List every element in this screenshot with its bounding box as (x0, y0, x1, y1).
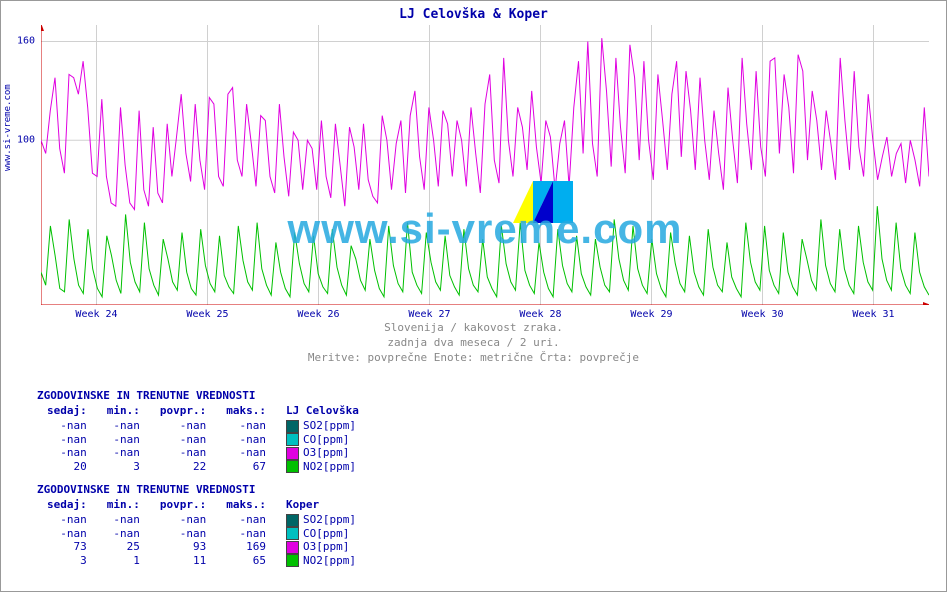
cell-min: -nan (97, 433, 150, 447)
cell-povpr: -nan (150, 446, 216, 460)
y-tick-label: 160 (17, 36, 35, 47)
cell-povpr: 22 (150, 460, 216, 474)
table-row: -nan-nan-nan-nanSO2[ppm] (37, 419, 369, 433)
stats-tables: ZGODOVINSKE IN TRENUTNE VREDNOSTIsedaj:m… (37, 379, 369, 567)
cell-povpr: -nan (150, 419, 216, 433)
col-header: maks.: (216, 498, 276, 513)
cell-povpr: -nan (150, 527, 216, 541)
chart-area: 100160 Week 24Week 25Week 26Week 27Week … (41, 25, 929, 305)
y-axis-outer-label: www.si-vreme.com (3, 84, 13, 171)
col-header: sedaj: (37, 498, 97, 513)
cell-label: CO[ppm] (276, 527, 366, 541)
x-tick-label: Week 29 (630, 309, 672, 320)
cell-label: O3[ppm] (276, 540, 366, 554)
cell-label: O3[ppm] (276, 446, 369, 460)
table-title: ZGODOVINSKE IN TRENUTNE VREDNOSTI (37, 389, 369, 402)
location-header: Koper (276, 498, 366, 513)
cell-min: 3 (97, 460, 150, 474)
cell-sedaj: -nan (37, 446, 97, 460)
cell-maks: -nan (216, 419, 276, 433)
caption-line2: zadnja dva meseca / 2 uri. (387, 336, 559, 349)
table-row: 2032267NO2[ppm] (37, 460, 369, 474)
cell-povpr: 93 (150, 540, 216, 554)
col-header: min.: (97, 404, 150, 419)
x-tick-label: Week 24 (75, 309, 117, 320)
table-row: -nan-nan-nan-nanSO2[ppm] (37, 513, 366, 527)
cell-min: 1 (97, 554, 150, 568)
table-row: -nan-nan-nan-nanO3[ppm] (37, 446, 369, 460)
chart-caption: Slovenija / kakovost zraka. zadnja dva m… (1, 321, 946, 366)
cell-maks: -nan (216, 527, 276, 541)
x-tick-label: Week 25 (186, 309, 228, 320)
table-row: 732593169O3[ppm] (37, 540, 366, 554)
cell-min: 25 (97, 540, 150, 554)
x-tick-label: Week 27 (408, 309, 450, 320)
col-header: min.: (97, 498, 150, 513)
cell-min: -nan (97, 419, 150, 433)
color-swatch (286, 433, 299, 446)
x-tick-label: Week 30 (741, 309, 783, 320)
x-tick-label: Week 31 (852, 309, 894, 320)
cell-sedaj: -nan (37, 527, 97, 541)
x-tick-label: Week 26 (297, 309, 339, 320)
cell-maks: -nan (216, 513, 276, 527)
cell-sedaj: 3 (37, 554, 97, 568)
cell-sedaj: -nan (37, 433, 97, 447)
cell-sedaj: -nan (37, 513, 97, 527)
cell-label: NO2[ppm] (276, 460, 369, 474)
color-swatch (286, 420, 299, 433)
col-header: povpr.: (150, 498, 216, 513)
cell-label: SO2[ppm] (276, 419, 369, 433)
cell-sedaj: 20 (37, 460, 97, 474)
cell-maks: 169 (216, 540, 276, 554)
cell-label: CO[ppm] (276, 433, 369, 447)
color-swatch (286, 514, 299, 527)
table-row: 311165NO2[ppm] (37, 554, 366, 568)
line-chart (41, 25, 929, 305)
cell-maks: 65 (216, 554, 276, 568)
col-header: maks.: (216, 404, 276, 419)
color-swatch (286, 447, 299, 460)
cell-min: -nan (97, 446, 150, 460)
table-row: -nan-nan-nan-nanCO[ppm] (37, 527, 366, 541)
color-swatch (286, 460, 299, 473)
cell-sedaj: 73 (37, 540, 97, 554)
cell-min: -nan (97, 513, 150, 527)
caption-line1: Slovenija / kakovost zraka. (384, 321, 563, 334)
col-header: sedaj: (37, 404, 97, 419)
cell-label: SO2[ppm] (276, 513, 366, 527)
col-header: povpr.: (150, 404, 216, 419)
stats-table: sedaj:min.:povpr.:maks.:Koper-nan-nan-na… (37, 498, 366, 567)
location-header: LJ Celovška (276, 404, 369, 419)
cell-min: -nan (97, 527, 150, 541)
cell-povpr: -nan (150, 433, 216, 447)
cell-label: NO2[ppm] (276, 554, 366, 568)
table-title: ZGODOVINSKE IN TRENUTNE VREDNOSTI (37, 483, 369, 496)
y-tick-label: 100 (17, 135, 35, 146)
color-swatch (286, 541, 299, 554)
cell-sedaj: -nan (37, 419, 97, 433)
cell-maks: -nan (216, 433, 276, 447)
cell-povpr: -nan (150, 513, 216, 527)
x-tick-label: Week 28 (519, 309, 561, 320)
table-row: -nan-nan-nan-nanCO[ppm] (37, 433, 369, 447)
cell-maks: -nan (216, 446, 276, 460)
color-swatch (286, 554, 299, 567)
stats-table: sedaj:min.:povpr.:maks.:LJ Celovška-nan-… (37, 404, 369, 473)
chart-title: LJ Celovška & Koper (1, 1, 946, 24)
cell-maks: 67 (216, 460, 276, 474)
color-swatch (286, 527, 299, 540)
caption-line3: Meritve: povprečne Enote: metrične Črta:… (308, 351, 639, 364)
cell-povpr: 11 (150, 554, 216, 568)
